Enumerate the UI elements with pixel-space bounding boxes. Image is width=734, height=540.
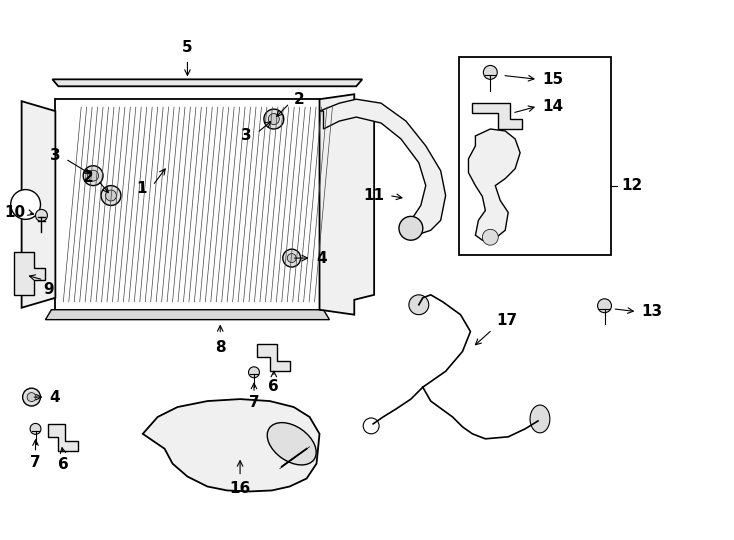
Text: 16: 16 [230, 481, 251, 496]
Circle shape [87, 170, 98, 181]
Circle shape [409, 295, 429, 315]
Polygon shape [468, 129, 520, 240]
Polygon shape [21, 101, 55, 308]
Text: 7: 7 [30, 455, 41, 470]
Text: 6: 6 [269, 379, 279, 394]
Circle shape [363, 418, 379, 434]
Polygon shape [52, 79, 362, 86]
Circle shape [264, 109, 284, 129]
Ellipse shape [530, 405, 550, 433]
Polygon shape [319, 99, 446, 235]
Circle shape [23, 388, 40, 406]
Text: 8: 8 [215, 340, 225, 355]
Polygon shape [48, 424, 79, 451]
Text: 3: 3 [50, 148, 60, 163]
Text: 10: 10 [4, 205, 26, 220]
Circle shape [35, 210, 48, 221]
Text: 4: 4 [316, 251, 327, 266]
Circle shape [27, 393, 36, 402]
Polygon shape [142, 399, 319, 491]
Bar [459, 57, 611, 255]
Text: 1: 1 [137, 181, 147, 196]
Circle shape [283, 249, 301, 267]
Text: 17: 17 [496, 313, 517, 328]
Circle shape [106, 190, 117, 201]
Circle shape [287, 254, 297, 262]
Circle shape [399, 217, 423, 240]
Text: 2: 2 [82, 170, 93, 185]
Circle shape [482, 230, 498, 245]
Ellipse shape [267, 423, 316, 465]
Circle shape [30, 423, 41, 434]
Text: 14: 14 [542, 99, 563, 113]
Circle shape [484, 65, 497, 79]
Text: 13: 13 [642, 304, 662, 319]
Circle shape [269, 113, 280, 125]
Circle shape [597, 299, 611, 313]
Text: 9: 9 [43, 282, 54, 297]
Text: 15: 15 [542, 72, 563, 87]
Text: 3: 3 [241, 129, 252, 144]
Bar [55, 99, 319, 310]
Circle shape [101, 186, 121, 205]
Text: 11: 11 [363, 188, 384, 203]
Polygon shape [14, 252, 46, 295]
Circle shape [11, 190, 40, 219]
Text: 7: 7 [249, 395, 259, 410]
Text: 2: 2 [294, 92, 305, 107]
Circle shape [83, 166, 103, 186]
Text: 4: 4 [49, 389, 60, 404]
Polygon shape [257, 345, 290, 372]
Text: 5: 5 [182, 39, 193, 55]
Circle shape [249, 367, 259, 378]
Polygon shape [473, 103, 522, 129]
Text: 12: 12 [622, 178, 643, 193]
Text: 6: 6 [58, 457, 69, 471]
Polygon shape [319, 94, 374, 315]
Polygon shape [46, 310, 330, 320]
